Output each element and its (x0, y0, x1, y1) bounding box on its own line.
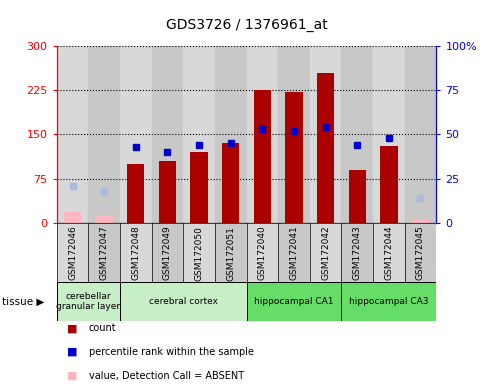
Text: ■: ■ (67, 371, 77, 381)
Bar (120, 223, 152, 282)
Text: GSM172043: GSM172043 (352, 226, 362, 280)
Bar (120, 46, 152, 223)
Bar (222, 143, 240, 223)
Bar (152, 46, 183, 223)
Bar (405, 46, 436, 223)
Bar (96, 216, 113, 223)
Text: GSM172044: GSM172044 (385, 226, 393, 280)
Bar (285, 92, 303, 223)
Bar (341, 223, 373, 282)
Bar (159, 161, 176, 223)
Text: GSM172041: GSM172041 (289, 226, 298, 280)
Bar (278, 223, 310, 282)
Bar (278, 46, 310, 223)
Bar (183, 223, 215, 282)
Text: GSM172046: GSM172046 (68, 226, 77, 280)
Bar (380, 146, 397, 223)
Text: cerebral cortex: cerebral cortex (149, 297, 218, 306)
Text: value, Detection Call = ABSENT: value, Detection Call = ABSENT (89, 371, 244, 381)
Text: count: count (89, 323, 116, 333)
Bar (373, 223, 405, 282)
Text: GSM172048: GSM172048 (131, 226, 141, 280)
Bar (183, 46, 215, 223)
Text: cerebellar
granular layer: cerebellar granular layer (56, 292, 120, 311)
Bar (57, 282, 120, 321)
Bar (246, 282, 341, 321)
Bar (349, 170, 366, 223)
Bar (64, 212, 81, 223)
Bar (246, 46, 278, 223)
Text: hippocampal CA1: hippocampal CA1 (254, 297, 334, 306)
Text: GSM172045: GSM172045 (416, 226, 425, 280)
Bar (246, 223, 278, 282)
Bar (341, 46, 373, 223)
Text: GSM172047: GSM172047 (100, 226, 108, 280)
Text: ■: ■ (67, 323, 77, 333)
Bar (310, 223, 341, 282)
Bar (341, 282, 436, 321)
Text: GSM172051: GSM172051 (226, 226, 235, 281)
Bar (120, 282, 246, 321)
Text: GSM172040: GSM172040 (258, 226, 267, 280)
Bar (152, 223, 183, 282)
Bar (317, 73, 334, 223)
Bar (405, 223, 436, 282)
Bar (310, 46, 341, 223)
Bar (127, 164, 144, 223)
Text: ■: ■ (67, 347, 77, 357)
Text: GSM172050: GSM172050 (195, 226, 204, 281)
Text: GSM172049: GSM172049 (163, 226, 172, 280)
Bar (88, 223, 120, 282)
Bar (215, 223, 246, 282)
Text: percentile rank within the sample: percentile rank within the sample (89, 347, 254, 357)
Bar (88, 46, 120, 223)
Bar (57, 46, 88, 223)
Text: tissue ▶: tissue ▶ (2, 296, 45, 306)
Text: hippocampal CA3: hippocampal CA3 (349, 297, 428, 306)
Text: GDS3726 / 1376961_at: GDS3726 / 1376961_at (166, 18, 327, 32)
Bar (190, 152, 208, 223)
Bar (412, 220, 429, 223)
Bar (253, 90, 271, 223)
Bar (373, 46, 405, 223)
Text: GSM172042: GSM172042 (321, 226, 330, 280)
Bar (57, 223, 88, 282)
Bar (215, 46, 246, 223)
